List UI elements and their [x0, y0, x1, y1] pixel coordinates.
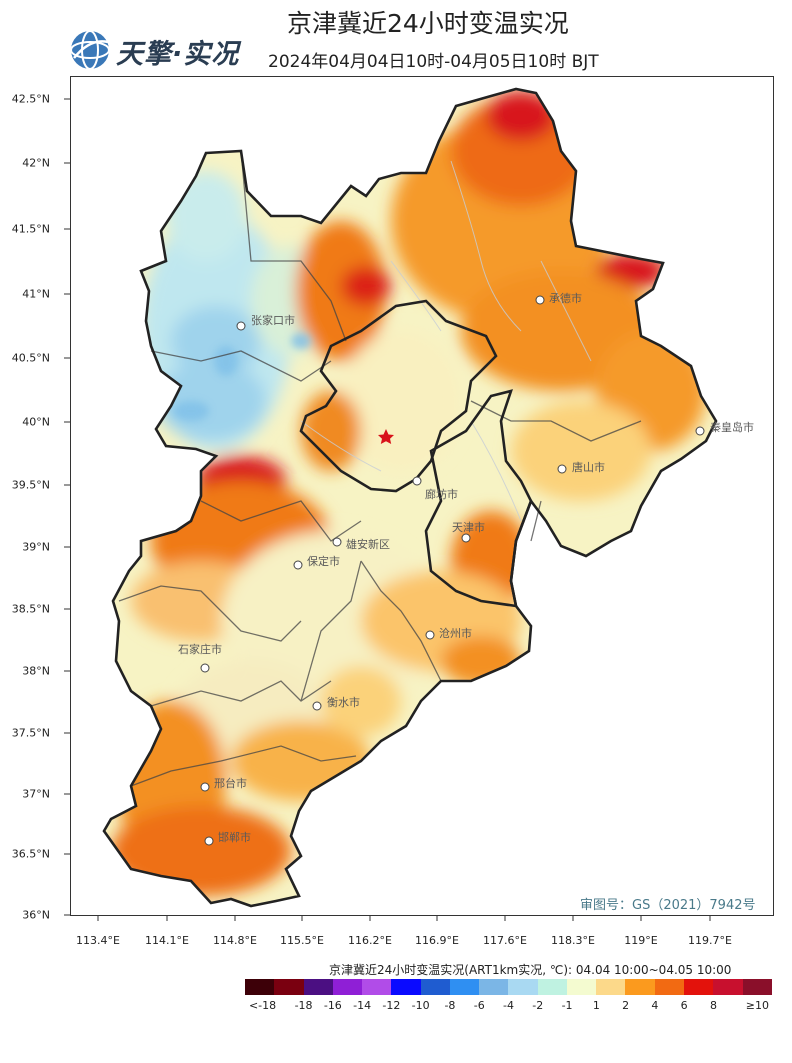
beijing-star-icon [378, 429, 394, 444]
legend-tick-label: -14 [353, 999, 372, 1012]
legend-swatch [362, 979, 392, 995]
lat-label: 37.5°N [11, 726, 50, 740]
lon-label: 114.8°E [213, 934, 257, 947]
temperature-change-map [102, 87, 718, 908]
city-label-qinhuangdao: 秦皇岛市 [710, 421, 754, 434]
city-marker-icon [200, 663, 210, 673]
city-label-langfang: 廊坊市 [425, 488, 458, 501]
logo: 天擎·实况 [68, 28, 268, 74]
lon-label: 113.4°E [76, 934, 120, 947]
map-subtitle: 2024年04月04日10时-04月05日10时 BJT [268, 52, 599, 72]
lon-label: 119°E [624, 934, 658, 947]
legend-swatch [537, 979, 567, 995]
city-label-handan: 邯郸市 [218, 831, 251, 844]
city-marker-icon [200, 782, 210, 792]
legend-tick-label: <-18 [248, 999, 277, 1012]
city-label-shijiazhuang: 石家庄市 [178, 643, 222, 656]
legend-tick-label: 4 [651, 999, 659, 1012]
lon-label: 115.5°E [280, 934, 324, 947]
legend-tick-label: -16 [323, 999, 342, 1012]
city-marker-icon [695, 426, 705, 436]
legend-swatch [596, 979, 626, 995]
legend-swatch [742, 979, 772, 995]
city-marker-icon [412, 476, 422, 486]
lat-label: 40°N [22, 415, 50, 429]
legend-swatch [391, 979, 421, 995]
lat-label: 41.5°N [11, 222, 50, 236]
city-marker-icon [312, 701, 322, 711]
lon-label: 117.6°E [483, 934, 527, 947]
city-label-xiongan: 雄安新区 [346, 538, 390, 551]
map-approval-number: 审图号：GS（2021）7942号 [580, 898, 756, 913]
legend-tick-label: 1 [592, 999, 600, 1012]
city-marker-icon [535, 295, 545, 305]
legend-swatch [713, 979, 743, 995]
city-marker-icon [425, 630, 435, 640]
lon-label: 114.1°E [145, 934, 189, 947]
legend-swatch [566, 979, 597, 995]
legend-tick-label: 2 [622, 999, 630, 1012]
legend-swatch [245, 979, 275, 995]
city-marker-icon [557, 464, 567, 474]
legend-title: 京津冀近24小时变温实况(ART1km实况, ℃): 04.04 10:00~0… [329, 963, 732, 977]
legend-tick-label: -10 [411, 999, 430, 1012]
legend-labels: <-18 -18 -16 -14 -12 -10 -8 -6 -4 -2 -1 1 2 4 6 8 ≥10 [245, 999, 772, 1013]
legend-tick-label: 6 [680, 999, 688, 1012]
lat-label: 36°N [22, 908, 50, 922]
city-marker-icon [332, 537, 342, 547]
city-label-xingtai: 邢台市 [214, 777, 247, 790]
city-label-zhangjiakou: 张家口市 [251, 314, 295, 327]
legend-tick-label: -1 [561, 999, 573, 1012]
lon-label: 116.2°E [348, 934, 392, 947]
lon-label: 119.7°E [688, 934, 732, 947]
legend-tick-label: -2 [532, 999, 544, 1012]
legend-swatch [332, 979, 363, 995]
legend-swatch [683, 979, 714, 995]
city-label-chengde: 承德市 [549, 292, 582, 305]
city-marker-icon [236, 321, 246, 331]
city-label-baoding: 保定市 [307, 555, 340, 568]
legend-tick-label: ≥10 [745, 999, 769, 1012]
lat-label: 42.5°N [11, 92, 50, 106]
legend-tick-label: -12 [382, 999, 401, 1012]
lat-label: 41°N [22, 287, 50, 301]
lon-label: 118.3°E [551, 934, 595, 947]
legend-swatch [625, 979, 655, 995]
lat-label: 40.5°N [11, 351, 50, 365]
globe-logo-icon [70, 30, 110, 70]
city-marker-icon [461, 533, 471, 543]
lat-label: 39°N [22, 540, 50, 554]
city-label-cangzhou: 沧州市 [439, 627, 472, 640]
lat-label: 39.5°N [11, 478, 50, 492]
legend-tick-label: -8 [444, 999, 456, 1012]
lon-label: 116.9°E [415, 934, 459, 947]
legend-tick-label: -4 [503, 999, 514, 1012]
lat-label: 42°N [22, 156, 50, 170]
legend-swatch [479, 979, 509, 995]
legend-swatch [654, 979, 684, 995]
city-marker-icon [204, 836, 214, 846]
legend-swatch [449, 979, 480, 995]
lat-label: 38°N [22, 664, 50, 678]
lat-label: 36.5°N [11, 847, 50, 861]
legend-color-bar [245, 979, 772, 995]
map-title: 京津冀近24小时变温实况 [287, 9, 569, 38]
logo-text: 天擎·实况 [116, 39, 240, 70]
legend-swatch [274, 979, 304, 995]
legend-tick-label: -18 [294, 999, 313, 1012]
lat-label: 37°N [22, 787, 50, 801]
city-label-tianjin: 天津市 [452, 521, 485, 534]
lat-label: 38.5°N [11, 602, 50, 616]
legend-tick-label: 8 [709, 999, 717, 1012]
legend-swatch [508, 979, 538, 995]
legend-swatch [420, 979, 450, 995]
legend-tick-label: -6 [473, 999, 485, 1012]
city-marker-icon [293, 560, 303, 570]
city-label-tangshan: 唐山市 [572, 461, 605, 474]
temperature-field [104, 89, 716, 906]
map-area[interactable] [70, 76, 774, 916]
legend-swatch [303, 979, 333, 995]
city-label-hengshui: 衡水市 [327, 696, 360, 709]
